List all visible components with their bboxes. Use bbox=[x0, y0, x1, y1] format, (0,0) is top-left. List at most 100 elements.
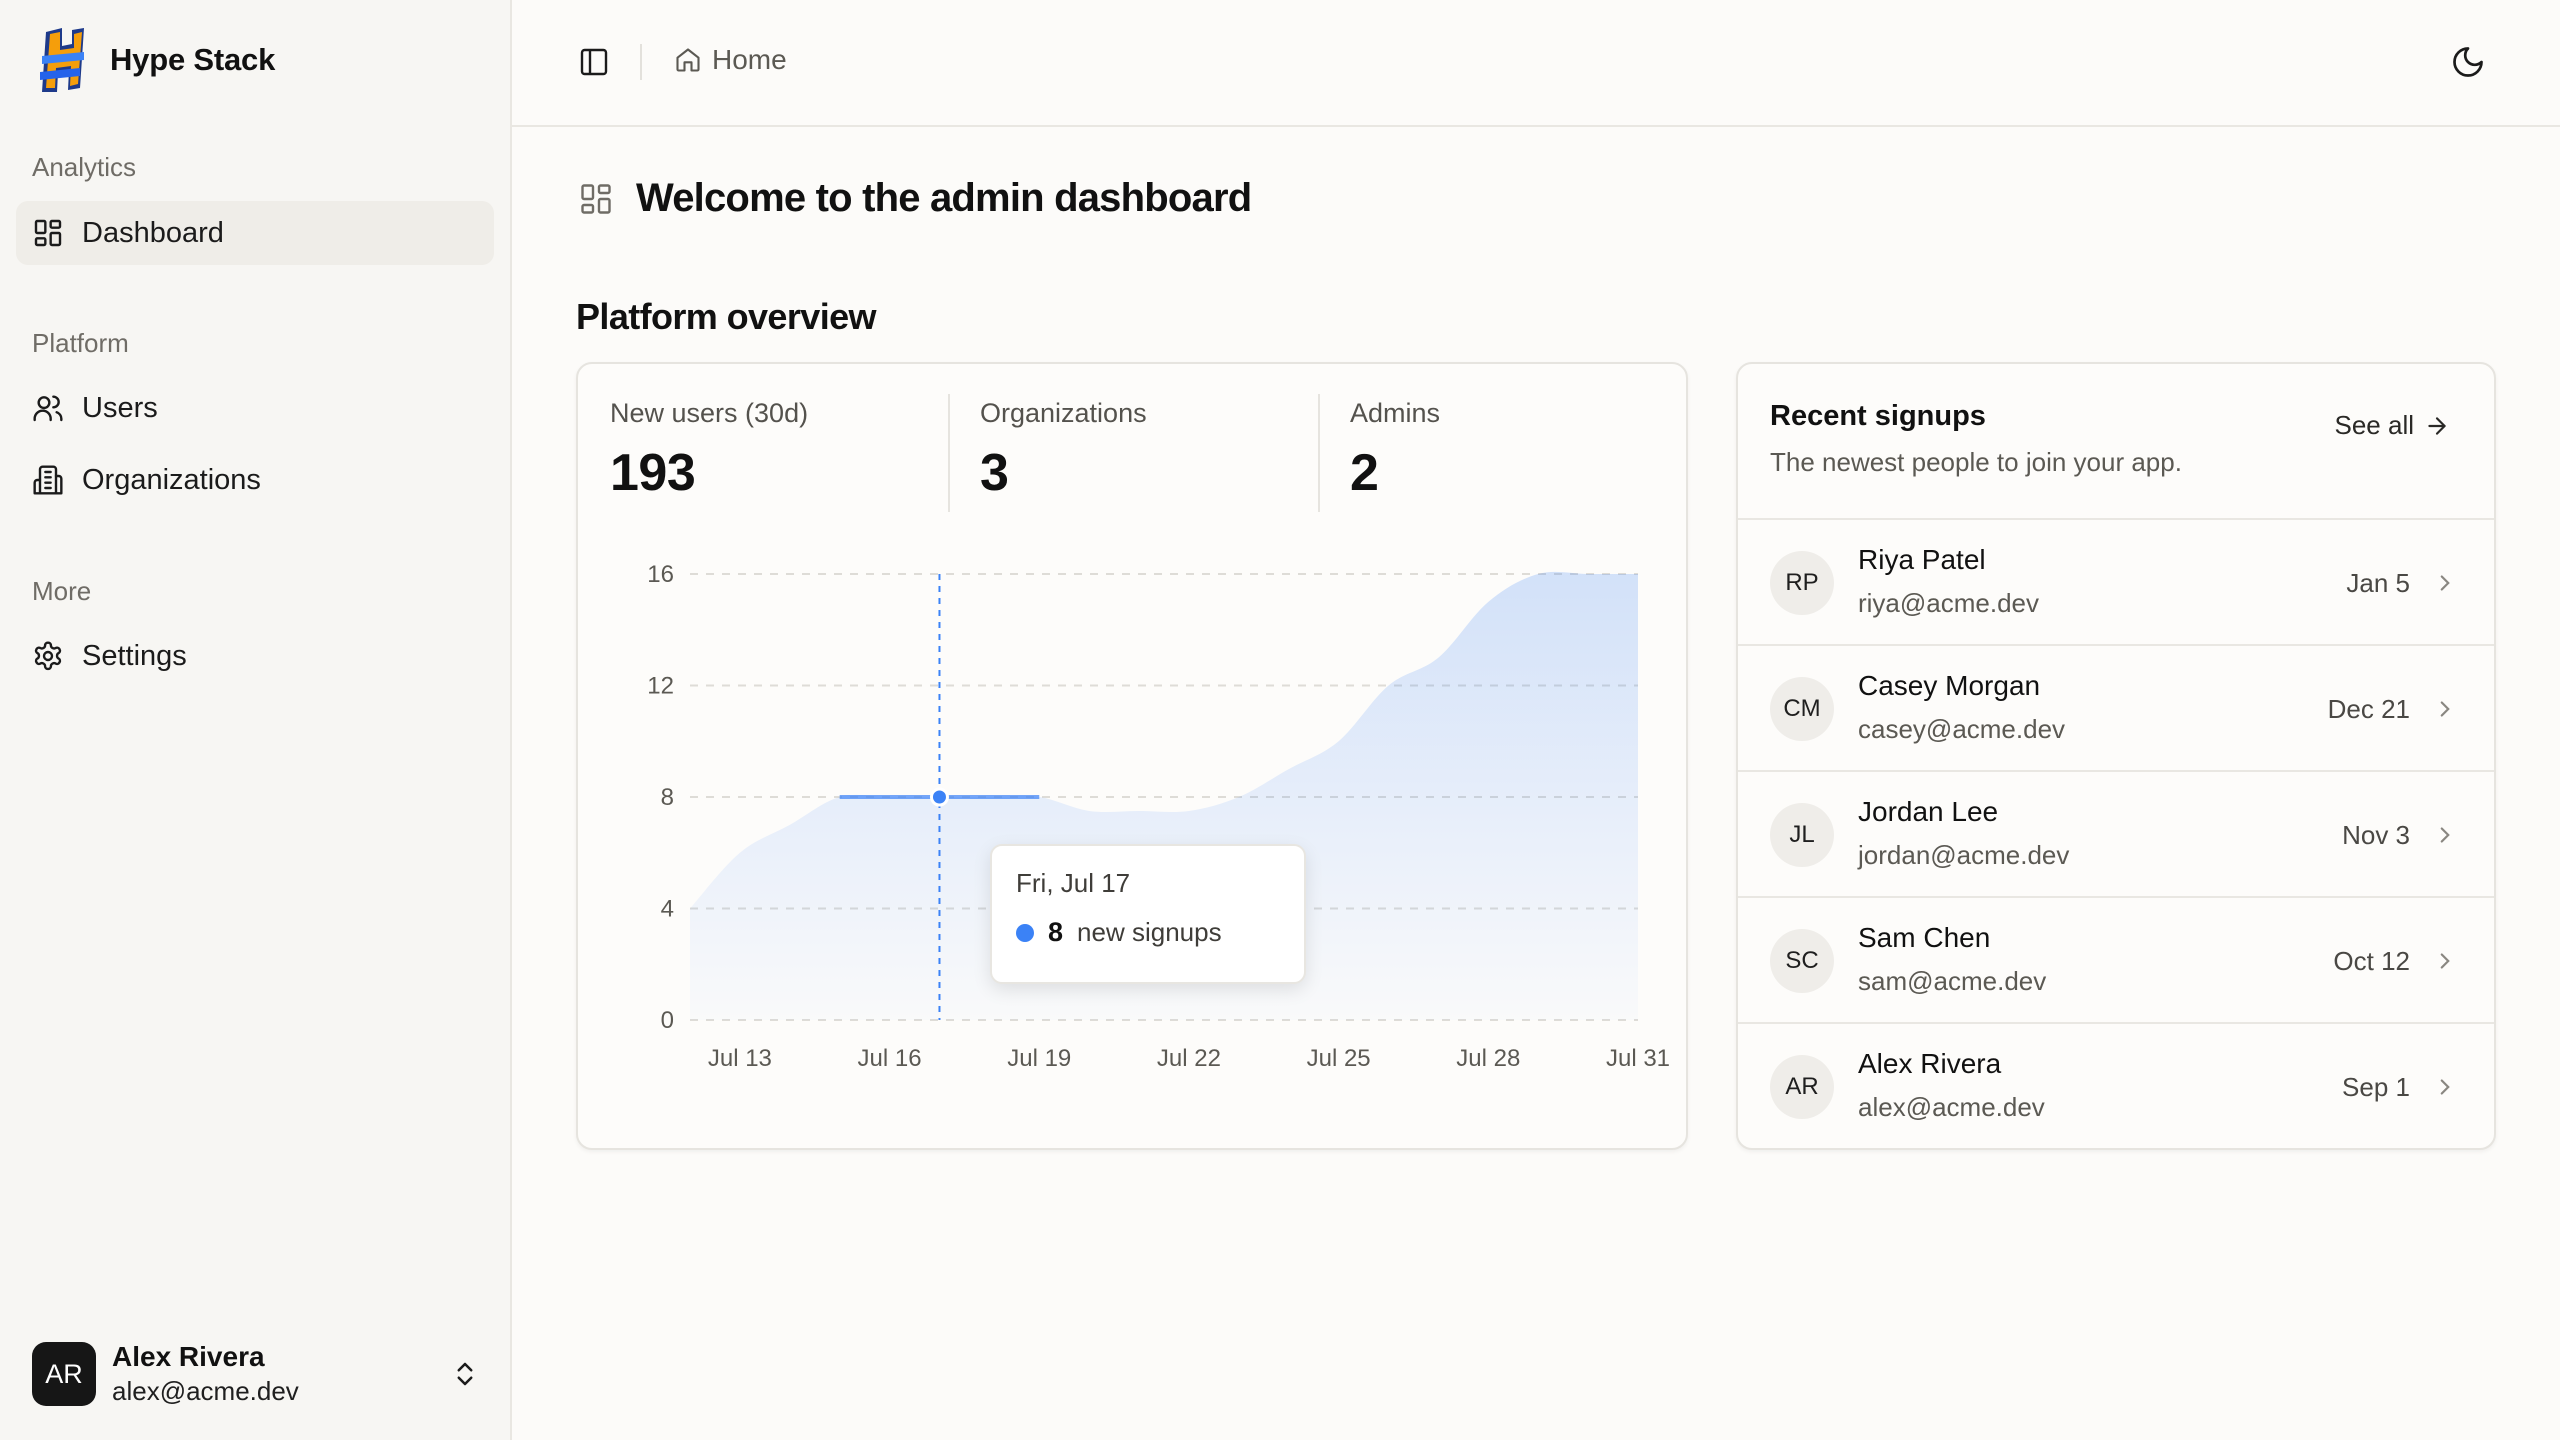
avatar: CM bbox=[1770, 677, 1834, 741]
row-date: Nov 3 bbox=[2342, 820, 2410, 850]
home-icon bbox=[676, 48, 700, 72]
series-area bbox=[690, 571, 1638, 1020]
layout-grid-icon bbox=[34, 219, 62, 247]
stat-label: New users (30d) bbox=[610, 398, 809, 428]
y-tick-label: 16 bbox=[647, 561, 674, 588]
chevron-right-icon bbox=[2440, 827, 2450, 843]
stat-value: 3 bbox=[980, 444, 1009, 502]
y-tick-label: 8 bbox=[661, 784, 674, 811]
chart-tooltip: Fri, Jul 17 8 new signups bbox=[990, 844, 1306, 984]
hover-point bbox=[929, 787, 949, 807]
brand-name: Hype Stack bbox=[110, 42, 276, 77]
y-tick-label: 4 bbox=[661, 896, 674, 923]
user-name: Alex Rivera bbox=[112, 1341, 265, 1372]
avatar: AR bbox=[1770, 1055, 1834, 1119]
breadcrumb[interactable]: Home bbox=[674, 44, 787, 76]
row-date: Sep 1 bbox=[2342, 1072, 2410, 1102]
chevrons-up-down-icon bbox=[457, 1362, 473, 1386]
list-item[interactable]: SC Sam Chen sam@acme.dev Oct 12 bbox=[1738, 896, 2494, 1022]
sidebar-item-users[interactable]: Users bbox=[16, 376, 494, 440]
row-name: Alex Rivera bbox=[1858, 1048, 2002, 1079]
chevron-right-icon bbox=[2440, 953, 2450, 969]
sidebar-item-label: Organizations bbox=[82, 463, 261, 496]
x-tick-label: Jul 31 bbox=[1606, 1045, 1670, 1072]
moon-icon[interactable] bbox=[2450, 44, 2486, 80]
y-tick-label: 0 bbox=[661, 1007, 674, 1034]
list-item[interactable]: AR Alex Rivera alex@acme.dev Sep 1 bbox=[1738, 1022, 2494, 1148]
x-tick-label: Jul 28 bbox=[1456, 1045, 1520, 1072]
page-title: Welcome to the admin dashboard bbox=[636, 176, 1252, 220]
sidebar-item-label: Users bbox=[82, 391, 158, 424]
x-tick-label: Jul 22 bbox=[1157, 1045, 1221, 1072]
tooltip-value: 8 bbox=[1048, 917, 1064, 947]
row-name: Riya Patel bbox=[1858, 544, 1986, 575]
row-email: riya@acme.dev bbox=[1858, 588, 2040, 618]
stat-new-users: New users (30d) 193 bbox=[610, 398, 808, 514]
chevron-right-icon bbox=[2440, 575, 2450, 591]
topbar: Home bbox=[512, 0, 2560, 127]
building-icon bbox=[33, 465, 63, 495]
user-profile-menu[interactable]: AR Alex Rivera alex@acme.dev bbox=[32, 1334, 480, 1414]
row-date: Dec 21 bbox=[2327, 694, 2410, 724]
stat-admins: Admins 2 bbox=[1350, 398, 1440, 514]
topbar-divider bbox=[640, 44, 642, 80]
arrow-right-icon bbox=[2428, 416, 2446, 435]
row-date: Oct 12 bbox=[2333, 946, 2410, 976]
row-name: Casey Morgan bbox=[1858, 670, 2041, 701]
see-all-link[interactable]: See all bbox=[2335, 410, 2451, 441]
gear-icon bbox=[34, 641, 62, 671]
sidebar-toggle-icon[interactable] bbox=[578, 46, 610, 78]
stat-label: Admins bbox=[1350, 398, 1441, 428]
avatar: AR bbox=[32, 1342, 96, 1406]
row-email: sam@acme.dev bbox=[1858, 966, 2047, 996]
user-email: alex@acme.dev bbox=[112, 1376, 299, 1406]
x-tick-label: Jul 19 bbox=[1007, 1045, 1071, 1072]
x-tick-label: Jul 25 bbox=[1307, 1045, 1371, 1072]
x-tick-label: Jul 16 bbox=[858, 1045, 922, 1072]
chevron-right-icon bbox=[2440, 1079, 2450, 1095]
list-item[interactable]: JL Jordan Lee jordan@acme.dev Nov 3 bbox=[1738, 770, 2494, 896]
sidebar-item-dashboard[interactable]: Dashboard bbox=[16, 201, 494, 265]
card-title: Recent signups bbox=[1770, 400, 1986, 432]
section-title: Platform overview bbox=[576, 296, 877, 337]
card-subtitle: The newest people to join your app. bbox=[1770, 447, 2182, 477]
stat-value: 2 bbox=[1350, 444, 1379, 502]
y-tick-label: 12 bbox=[647, 673, 674, 700]
stat-organizations: Organizations 3 bbox=[980, 398, 1147, 514]
list-item[interactable]: CM Casey Morgan casey@acme.dev Dec 21 bbox=[1738, 644, 2494, 770]
row-name: Jordan Lee bbox=[1858, 796, 1999, 827]
avatar: SC bbox=[1770, 929, 1834, 993]
breadcrumb-home: Home bbox=[712, 44, 787, 75]
see-all-label: See all bbox=[2334, 410, 2415, 440]
x-tick-label: Jul 13 bbox=[708, 1045, 772, 1072]
nav-group-analytics: Analytics bbox=[32, 152, 137, 182]
avatar: RP bbox=[1770, 551, 1834, 615]
sidebar-item-label: Settings bbox=[82, 639, 187, 672]
row-email: casey@acme.dev bbox=[1858, 714, 2066, 744]
stat-value: 193 bbox=[610, 444, 696, 502]
signups-area-chart[interactable]: 0 4 8 12 16 Jul 13 Jul 16 Jul 19 Jul 22 Jul 25 Jul… bbox=[578, 534, 1686, 1134]
chevron-right-icon bbox=[2440, 701, 2450, 717]
page-header: Welcome to the admin dashboard bbox=[578, 176, 1252, 221]
sidebar-item-label: Dashboard bbox=[82, 216, 224, 249]
brand[interactable]: Hype Stack bbox=[36, 26, 275, 94]
hype-stack-logo-icon bbox=[40, 28, 84, 92]
series-swatch bbox=[1016, 923, 1034, 942]
stat-divider bbox=[948, 394, 950, 512]
layout-grid-icon bbox=[581, 183, 611, 214]
list-item[interactable]: RP Riya Patel riya@acme.dev Jan 5 bbox=[1738, 518, 2494, 644]
stat-label: Organizations bbox=[980, 398, 1147, 428]
tooltip-date: Fri, Jul 17 bbox=[1016, 868, 1131, 898]
sidebar: Hype Stack Analytics Dashboard Platform … bbox=[0, 0, 512, 1440]
nav-group-more: More bbox=[32, 576, 92, 606]
sidebar-item-organizations[interactable]: Organizations bbox=[16, 448, 494, 512]
users-icon bbox=[33, 395, 63, 422]
recent-signups-card: Recent signups The newest people to join… bbox=[1736, 362, 2496, 1150]
stat-divider bbox=[1318, 394, 1320, 512]
tooltip-suffix: new signups bbox=[1077, 917, 1222, 947]
avatar: JL bbox=[1770, 803, 1834, 867]
sidebar-item-settings[interactable]: Settings bbox=[16, 624, 494, 688]
row-email: alex@acme.dev bbox=[1858, 1092, 2045, 1122]
row-name: Sam Chen bbox=[1858, 922, 1991, 953]
row-email: jordan@acme.dev bbox=[1858, 840, 2070, 870]
